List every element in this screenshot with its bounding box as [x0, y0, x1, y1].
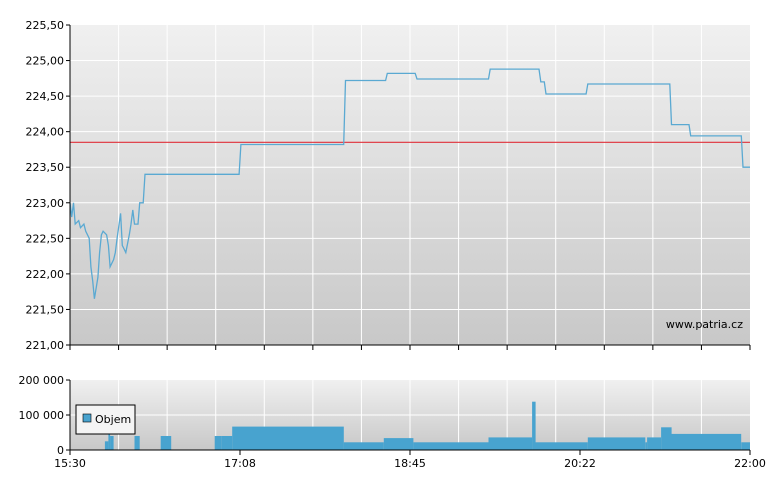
- price-series-group: [69, 68, 750, 299]
- price-y-tick-label: 221,00: [26, 339, 65, 352]
- volume-y-tick-label: 0: [57, 444, 64, 457]
- x-tick-label: 20:22: [564, 457, 596, 470]
- price-y-tick-label: 222,50: [26, 232, 65, 245]
- x-tick-label: 15:30: [54, 457, 86, 470]
- price-y-tick-label: 224,50: [26, 90, 65, 103]
- price-series-line: [69, 68, 750, 299]
- volume-bar: [413, 442, 489, 450]
- volume-bar: [221, 436, 233, 450]
- legend-label: Objem: [95, 413, 131, 426]
- volume-y-tick-label: 100 000: [19, 409, 65, 422]
- volume-bar: [647, 437, 661, 450]
- price-axes: 221,00 221,50 222,00 222,50 223,00 223,50 224,…: [26, 19, 751, 352]
- price-y-tick-label: 224,00: [26, 126, 65, 139]
- price-y-tick-label: 225,50: [26, 19, 65, 32]
- volume-bar: [488, 437, 533, 450]
- volume-bar: [383, 438, 414, 450]
- price-y-tick-label: 223,00: [26, 197, 65, 210]
- x-tick-label: 17:08: [224, 457, 256, 470]
- volume-axes: 0 100 000 200 000 15:30 17:08 18:45 20:22 22:00: [19, 374, 766, 470]
- volume-bar: [104, 441, 109, 451]
- volume-bar: [160, 436, 172, 450]
- price-y-tick-label: 225,00: [26, 55, 65, 68]
- volume-bar: [661, 427, 672, 451]
- volume-bars-group: [104, 401, 750, 451]
- volume-bar: [741, 442, 750, 450]
- watermark: www.patria.cz: [666, 318, 743, 331]
- volume-bar: [532, 401, 536, 450]
- price-y-tick-label: 221,50: [26, 303, 65, 316]
- volume-y-tick-label: 200 000: [19, 374, 65, 387]
- volume-bar: [108, 429, 111, 450]
- volume-bar: [343, 442, 384, 450]
- price-grid: [70, 25, 750, 345]
- volume-legend: Objem: [75, 404, 136, 435]
- volume-bar: [535, 442, 588, 450]
- volume-bar: [645, 442, 648, 450]
- volume-bar: [587, 437, 646, 450]
- volume-bar: [214, 436, 222, 450]
- volume-bar: [671, 433, 742, 450]
- price-y-tick-label: 222,00: [26, 268, 65, 281]
- price-y-tick-label: 223,50: [26, 161, 65, 174]
- volume-bar: [134, 436, 140, 450]
- x-tick-label: 22:00: [734, 457, 766, 470]
- legend-swatch: [82, 413, 92, 423]
- x-tick-label: 18:45: [394, 457, 426, 470]
- volume-bar: [232, 426, 344, 450]
- volume-bar: [110, 436, 114, 450]
